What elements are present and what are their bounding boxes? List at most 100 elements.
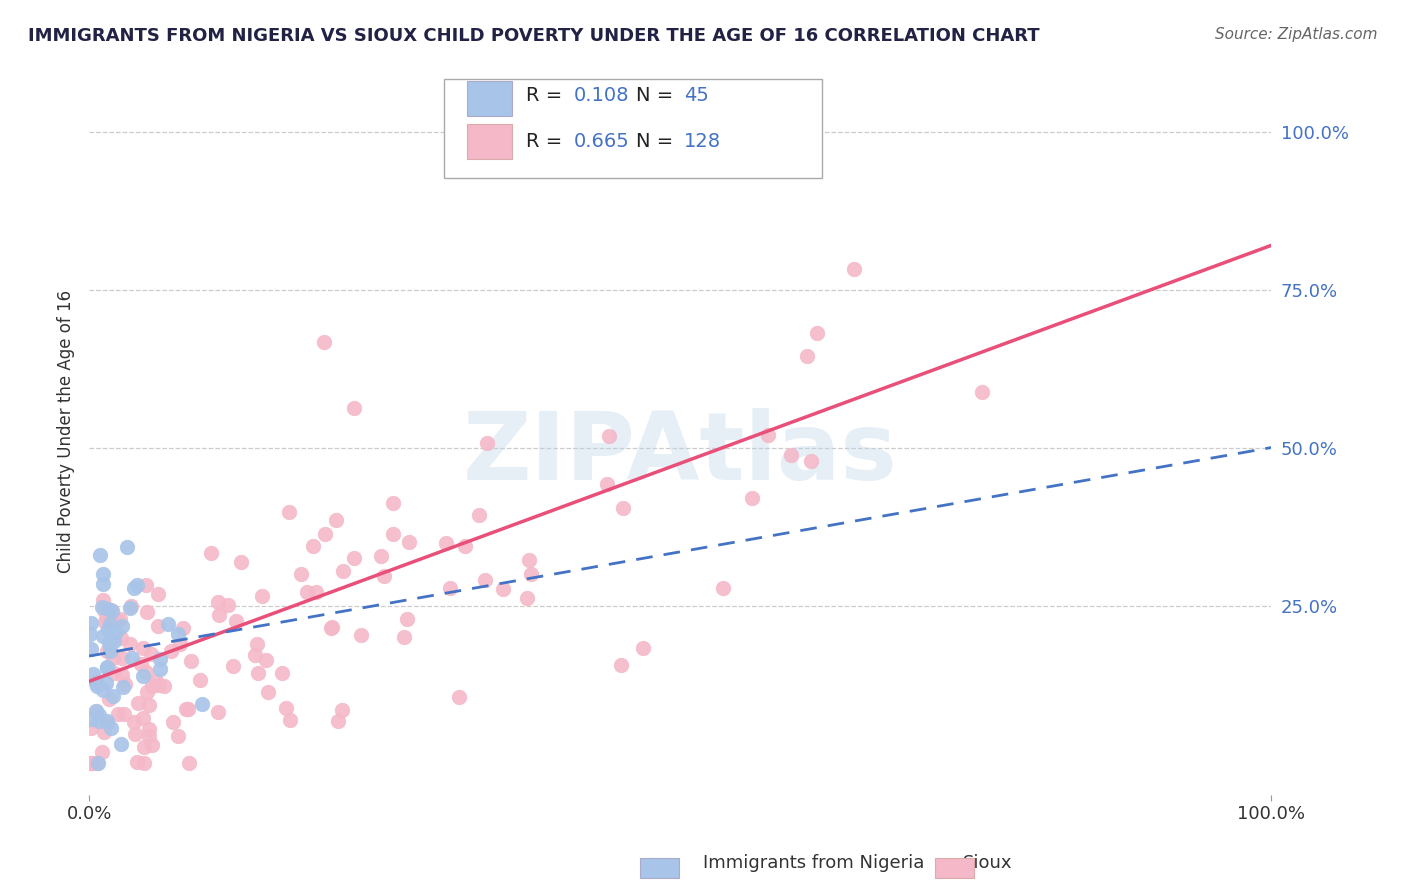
Point bbox=[91, 629, 114, 643]
Point bbox=[111, 618, 134, 632]
Point bbox=[756, 428, 779, 442]
Point bbox=[398, 534, 420, 549]
Point bbox=[301, 539, 323, 553]
Point bbox=[277, 505, 299, 519]
Point bbox=[135, 577, 157, 591]
Point bbox=[94, 676, 117, 690]
Point bbox=[257, 685, 280, 699]
Point bbox=[467, 508, 489, 522]
Point bbox=[80, 615, 103, 630]
Text: R =: R = bbox=[526, 86, 569, 105]
Point bbox=[149, 652, 172, 666]
Point bbox=[370, 549, 392, 564]
Point bbox=[270, 666, 292, 681]
Point bbox=[314, 334, 336, 349]
Point bbox=[98, 617, 121, 632]
Point bbox=[325, 513, 347, 527]
Point bbox=[79, 627, 101, 641]
Point bbox=[970, 385, 993, 400]
Point bbox=[741, 491, 763, 505]
Point bbox=[96, 714, 118, 728]
Text: N =: N = bbox=[637, 86, 681, 105]
Point bbox=[112, 706, 135, 721]
Point bbox=[110, 612, 132, 626]
Point bbox=[188, 673, 211, 687]
Point bbox=[86, 679, 108, 693]
Point bbox=[180, 654, 202, 668]
Point bbox=[157, 616, 180, 631]
Text: N =: N = bbox=[637, 132, 681, 151]
Point bbox=[101, 650, 124, 665]
Point bbox=[492, 582, 515, 597]
Point bbox=[122, 714, 145, 729]
Point bbox=[121, 651, 143, 665]
Point bbox=[208, 608, 231, 623]
Text: Source: ZipAtlas.com: Source: ZipAtlas.com bbox=[1215, 27, 1378, 42]
Point bbox=[110, 631, 132, 645]
Point bbox=[221, 658, 243, 673]
Point bbox=[91, 576, 114, 591]
Point bbox=[105, 625, 128, 640]
Point bbox=[246, 637, 269, 651]
Point bbox=[395, 611, 418, 625]
Point bbox=[84, 704, 107, 718]
Point bbox=[105, 614, 128, 628]
Point bbox=[153, 679, 176, 693]
Text: Sioux: Sioux bbox=[963, 855, 1012, 872]
Text: ZIPAtlas: ZIPAtlas bbox=[463, 408, 897, 500]
Point bbox=[454, 539, 477, 553]
Point bbox=[103, 633, 125, 648]
Point bbox=[146, 587, 169, 601]
Point bbox=[305, 584, 328, 599]
Point bbox=[87, 707, 110, 722]
Point bbox=[321, 621, 343, 635]
Point bbox=[139, 647, 162, 661]
Point bbox=[290, 567, 312, 582]
Point bbox=[135, 684, 157, 698]
Point bbox=[97, 691, 120, 706]
Point bbox=[97, 601, 120, 615]
Point bbox=[800, 454, 823, 468]
Point bbox=[169, 637, 191, 651]
Point bbox=[780, 448, 803, 462]
Point bbox=[276, 700, 298, 714]
Point bbox=[516, 591, 538, 605]
Point bbox=[138, 698, 160, 712]
Point bbox=[148, 618, 170, 632]
Point bbox=[434, 535, 457, 549]
Point bbox=[321, 620, 343, 634]
Point bbox=[115, 540, 138, 554]
Text: 0.665: 0.665 bbox=[574, 132, 630, 151]
Point bbox=[90, 745, 112, 759]
Point bbox=[84, 676, 107, 690]
Point bbox=[132, 711, 155, 725]
Point bbox=[93, 592, 115, 607]
Point bbox=[330, 703, 353, 717]
Point bbox=[107, 707, 129, 722]
Point bbox=[93, 602, 115, 616]
Point bbox=[166, 627, 188, 641]
Point bbox=[132, 640, 155, 655]
Point bbox=[127, 578, 149, 592]
Point bbox=[98, 636, 121, 650]
Point bbox=[612, 501, 634, 516]
Point bbox=[96, 660, 118, 674]
Text: 128: 128 bbox=[683, 132, 721, 151]
Text: IMMIGRANTS FROM NIGERIA VS SIOUX CHILD POVERTY UNDER THE AGE OF 16 CORRELATION C: IMMIGRANTS FROM NIGERIA VS SIOUX CHILD P… bbox=[28, 27, 1040, 45]
Point bbox=[141, 679, 163, 693]
Point bbox=[162, 715, 184, 730]
Point bbox=[90, 600, 112, 615]
FancyBboxPatch shape bbox=[467, 125, 512, 160]
Point bbox=[87, 756, 110, 771]
Point bbox=[254, 653, 277, 667]
Point bbox=[111, 651, 134, 665]
Point bbox=[844, 261, 866, 276]
Point bbox=[132, 740, 155, 755]
Point bbox=[166, 729, 188, 743]
Point bbox=[120, 599, 142, 614]
Point bbox=[207, 706, 229, 720]
Point bbox=[382, 496, 405, 510]
Point bbox=[343, 550, 366, 565]
Point bbox=[80, 642, 103, 657]
Point bbox=[93, 725, 115, 739]
